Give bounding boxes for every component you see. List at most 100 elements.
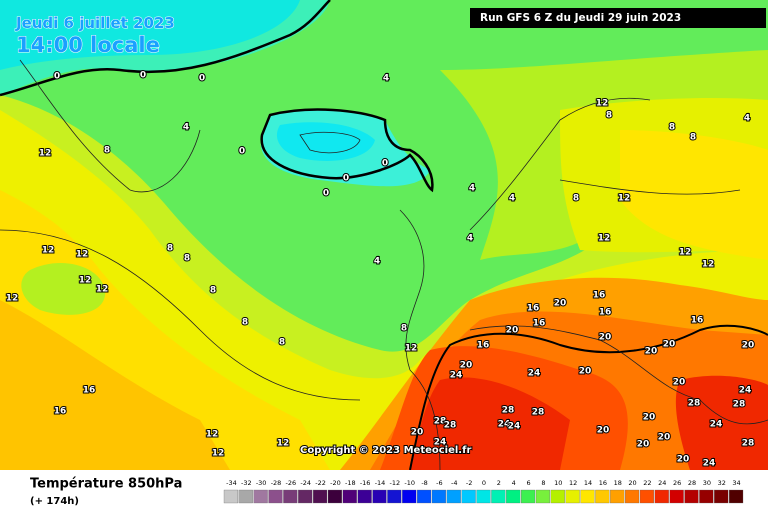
scale-label: 2 [497, 479, 501, 487]
scale-swatch [580, 489, 595, 504]
scale-swatch [565, 489, 580, 504]
contour-label: 20 [599, 333, 612, 343]
hot-zone [410, 377, 570, 470]
contour-label: 28 [434, 417, 447, 427]
contour-label: 24 [739, 386, 752, 396]
scale-label: 8 [541, 479, 545, 487]
scale-label: -22 [315, 479, 326, 487]
contour-label: 20 [411, 428, 424, 438]
scale-label: 32 [718, 479, 726, 487]
scale-swatch [595, 489, 610, 504]
contour-label: 0 [54, 72, 60, 82]
scale-swatch [283, 489, 298, 504]
coastlines [0, 59, 768, 471]
scale-swatch [402, 489, 417, 504]
scale-swatch [535, 489, 551, 504]
cool-eddy [21, 262, 106, 315]
contour-label: 8 [242, 318, 248, 328]
scale-label: 30 [703, 479, 711, 487]
contour-label: 12 [79, 276, 92, 286]
scale-label: 12 [569, 479, 577, 487]
scale-swatch [357, 489, 372, 504]
scale-label: -34 [226, 479, 237, 487]
contour-label: 24 [710, 420, 723, 430]
contour-label: 4 [183, 123, 189, 133]
contour-label: 20 [643, 413, 656, 423]
scale-swatch [416, 489, 432, 504]
contour-label: 12 [206, 430, 219, 440]
contour-label: 12 [96, 285, 109, 295]
scale-swatch [238, 489, 253, 504]
contour-label: 0 [382, 159, 388, 169]
warm-zone [0, 300, 230, 470]
contour-label: 12 [405, 344, 418, 354]
contour-label: 28 [532, 408, 545, 418]
scale-swatch [446, 489, 461, 504]
forecast-date: Jeudi 6 juillet 2023 [15, 14, 175, 32]
contour-label: 16 [83, 386, 96, 396]
scale-swatch [639, 489, 655, 504]
scale-label: -2 [466, 479, 472, 487]
contour-label: 28 [733, 400, 746, 410]
scale-swatch [268, 489, 283, 504]
contour-labels: 0 0 0 4 4 8 12 0 0 0 0 4 4 4 4 8 8 8 8 8 8 12 12 12 12 12 16 16 12 12… [5, 70, 756, 470]
contour-label: 8 [184, 254, 190, 264]
contour-label: 20 [742, 341, 755, 351]
contour-label: 8 [690, 133, 696, 143]
contour-label: 12 [39, 149, 52, 159]
scale-label: -6 [436, 479, 442, 487]
scale-label: 16 [599, 479, 607, 487]
isoline [409, 324, 768, 471]
scale-swatch [654, 489, 669, 504]
contour-label: 8 [401, 324, 407, 334]
scale-label: 14 [584, 479, 592, 487]
scale-swatch [342, 489, 357, 504]
scale-label: 26 [673, 479, 681, 487]
contour-label: 16 [691, 316, 704, 326]
contour-label: 20 [663, 340, 676, 350]
contour-label: 28 [742, 439, 755, 449]
scale-label: -4 [451, 479, 457, 487]
scale-swatch [372, 489, 387, 504]
contour-label: 0 [343, 174, 349, 184]
contour-label: 20 [554, 299, 567, 309]
contour-label: 20 [677, 455, 690, 465]
scale-label: 10 [554, 479, 562, 487]
scale-swatch [728, 489, 744, 504]
contour-label: 8 [573, 194, 579, 204]
scale-swatch [476, 489, 491, 504]
contour-label: 20 [645, 347, 658, 357]
scale-label: -10 [404, 479, 415, 487]
hot-zone [675, 375, 768, 470]
scale-label: -32 [241, 479, 252, 487]
contour-label: 16 [533, 319, 546, 329]
contour-label: 8 [167, 244, 173, 254]
scale-swatch [461, 489, 476, 504]
scale-swatch [387, 489, 402, 504]
scale-swatch [298, 489, 313, 504]
contour-label: 28 [502, 406, 515, 416]
contour-label: 16 [54, 407, 67, 417]
contour-label: 12 [76, 250, 89, 260]
scale-label: -16 [360, 479, 371, 487]
scale-label: -24 [300, 479, 311, 487]
contour-label: 12 [618, 194, 631, 204]
contour-label: 8 [104, 146, 110, 156]
contour-label: 12 [6, 294, 19, 304]
scale-swatch [431, 489, 447, 504]
scale-label: 18 [614, 479, 622, 487]
scale-swatch [223, 489, 239, 504]
scale-swatch [312, 489, 328, 504]
scale-label: 24 [658, 479, 666, 487]
contour-label: 20 [597, 426, 610, 436]
contour-label: 12 [212, 449, 225, 459]
contour-label: 24 [450, 371, 463, 381]
contour-label: 20 [673, 378, 686, 388]
contour-label: 4 [744, 114, 750, 124]
contour-label: 12 [702, 260, 715, 270]
contour-label: 4 [467, 234, 473, 244]
contour-label: 20 [506, 326, 519, 336]
scale-label: 0 [482, 479, 486, 487]
